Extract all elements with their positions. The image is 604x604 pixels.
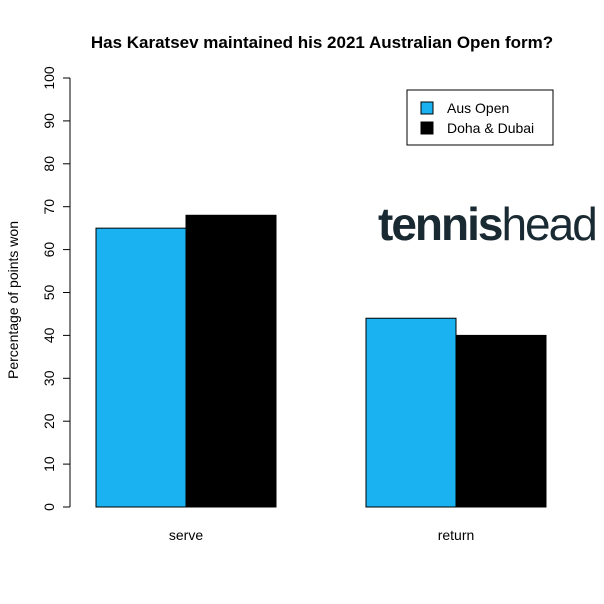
legend-label: Aus Open <box>447 100 509 116</box>
logo: tennishead <box>378 198 596 250</box>
bar <box>455 334 547 508</box>
legend-swatch <box>420 101 434 115</box>
y-tick-label: 20 <box>41 413 57 429</box>
bar <box>185 214 277 508</box>
bar <box>365 317 457 508</box>
x-tick-label: return <box>438 527 475 543</box>
x-tick-label: serve <box>169 527 203 543</box>
legend-box <box>406 89 554 146</box>
legend-label: Doha & Dubai <box>447 120 534 136</box>
logo-light: head <box>501 198 595 250</box>
y-tick-label: 70 <box>41 199 57 215</box>
y-tick-label: 30 <box>41 370 57 386</box>
legend-swatch <box>420 121 434 135</box>
y-tick-label: 50 <box>41 285 57 301</box>
y-axis-label: Percentage of points won <box>5 221 21 379</box>
y-tick-label: 60 <box>41 242 57 258</box>
y-tick-label: 90 <box>41 113 57 129</box>
y-tick-label: 10 <box>41 456 57 472</box>
y-tick-label: 0 <box>41 503 57 511</box>
y-tick-label: 80 <box>41 156 57 172</box>
chart-title: Has Karatsev maintained his 2021 Austral… <box>91 33 553 52</box>
bar <box>95 227 187 508</box>
y-tick-label: 100 <box>41 66 57 90</box>
logo-bold: tennis <box>378 198 502 250</box>
y-tick-label: 40 <box>41 327 57 343</box>
